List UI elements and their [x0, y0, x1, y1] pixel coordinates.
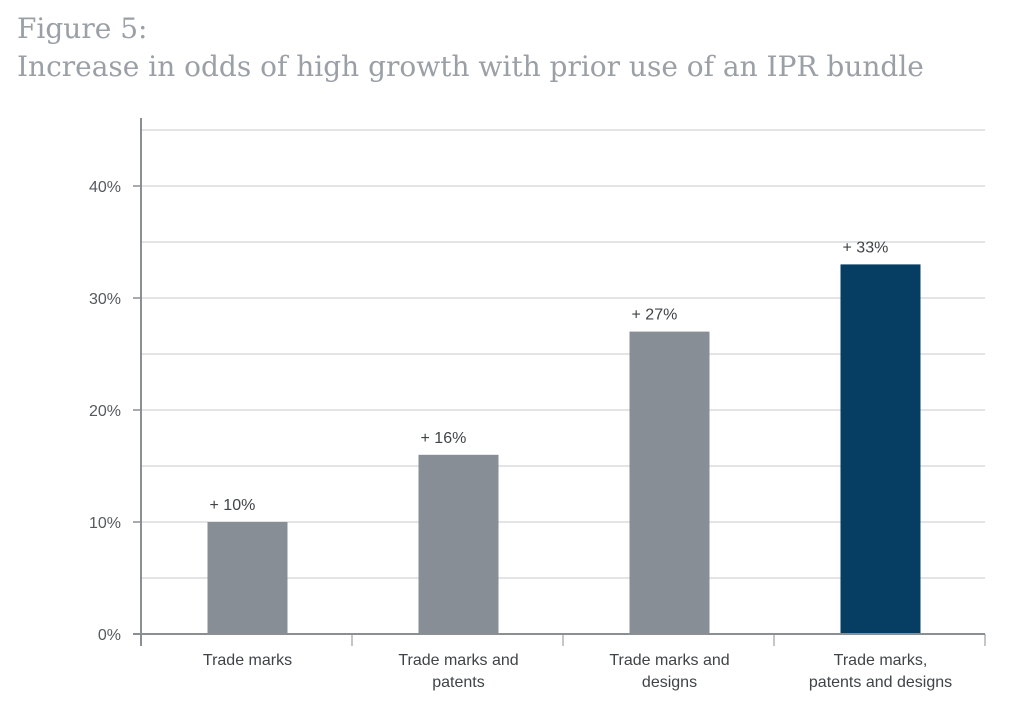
x-category-label: Trade marks, patents and designs: [809, 652, 952, 691]
bar: [207, 522, 288, 634]
x-category-label: Trade marks: [203, 652, 292, 669]
y-tick-label: 10%: [89, 515, 121, 532]
bar: [840, 264, 921, 634]
figure-heading: Increase in odds of high growth with pri…: [17, 50, 924, 83]
x-category-label: Trade marks and designs: [609, 652, 729, 691]
figure-title: Figure 5: Increase in odds of high growt…: [17, 10, 924, 86]
figure-number: Figure 5:: [17, 12, 148, 45]
bar: [629, 331, 710, 634]
y-tick-label: 20%: [89, 403, 121, 420]
data-label: + 10%: [210, 497, 256, 514]
y-tick-label: 0%: [98, 627, 121, 644]
data-label: + 27%: [632, 307, 678, 324]
y-tick-label: 40%: [89, 179, 121, 196]
x-category-label: Trade marks and patents: [398, 652, 518, 691]
y-tick-label: 30%: [89, 291, 121, 308]
bar: [418, 454, 499, 634]
data-label: + 16%: [421, 430, 467, 447]
data-label: + 33%: [843, 239, 889, 256]
